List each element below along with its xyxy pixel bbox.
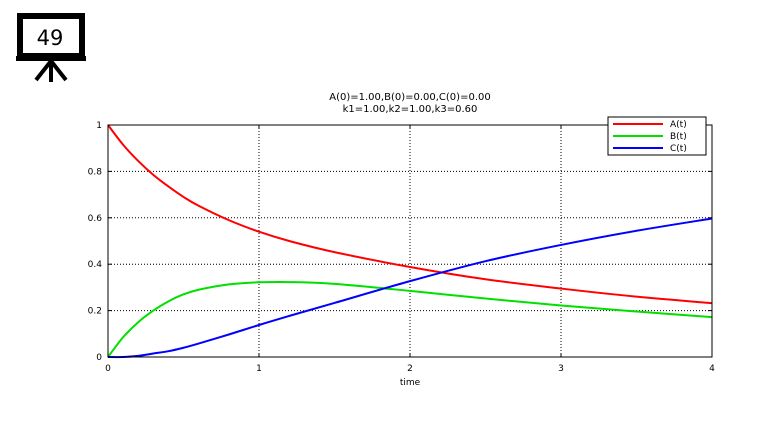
- y-tick-label: 0.6: [88, 214, 103, 224]
- plot-area: [107, 124, 713, 358]
- slide-number: 49: [36, 26, 64, 50]
- x-tick-label: 0: [105, 364, 111, 374]
- x-tick-label: 4: [709, 364, 715, 374]
- axis-ticks: 0 1 2 3 4 0 0.2 0.4 0.6 0.8 1: [88, 121, 715, 374]
- chart-title-line-1: A(0)=1.00,B(0)=0.00,C(0)=0.00: [329, 92, 490, 103]
- x-tick-label: 2: [407, 364, 413, 374]
- x-axis-label: time: [400, 378, 421, 388]
- x-tick-label: 1: [256, 364, 262, 374]
- grid: [108, 125, 712, 357]
- x-tick-label: 3: [558, 364, 564, 374]
- y-tick-label: 0.2: [88, 307, 102, 317]
- legend-label: C(t): [670, 144, 687, 154]
- y-tick-label: 0.4: [88, 260, 103, 270]
- series-line-at: [107, 124, 713, 305]
- series-line-ct: [107, 217, 713, 359]
- legend-label: B(t): [670, 132, 687, 142]
- y-tick-label: 0.8: [88, 167, 103, 177]
- series-layer: [107, 124, 713, 359]
- y-tick-label: 0: [96, 353, 102, 363]
- series-line-bt: [107, 280, 713, 358]
- legend-label: A(t): [670, 120, 687, 130]
- legend: A(t) B(t) C(t): [607, 116, 707, 156]
- presentation-board-icon: [16, 13, 86, 82]
- y-tick-label: 1: [96, 121, 102, 131]
- chart-title-line-2: k1=1.00,k2=1.00,k3=0.60: [343, 104, 478, 115]
